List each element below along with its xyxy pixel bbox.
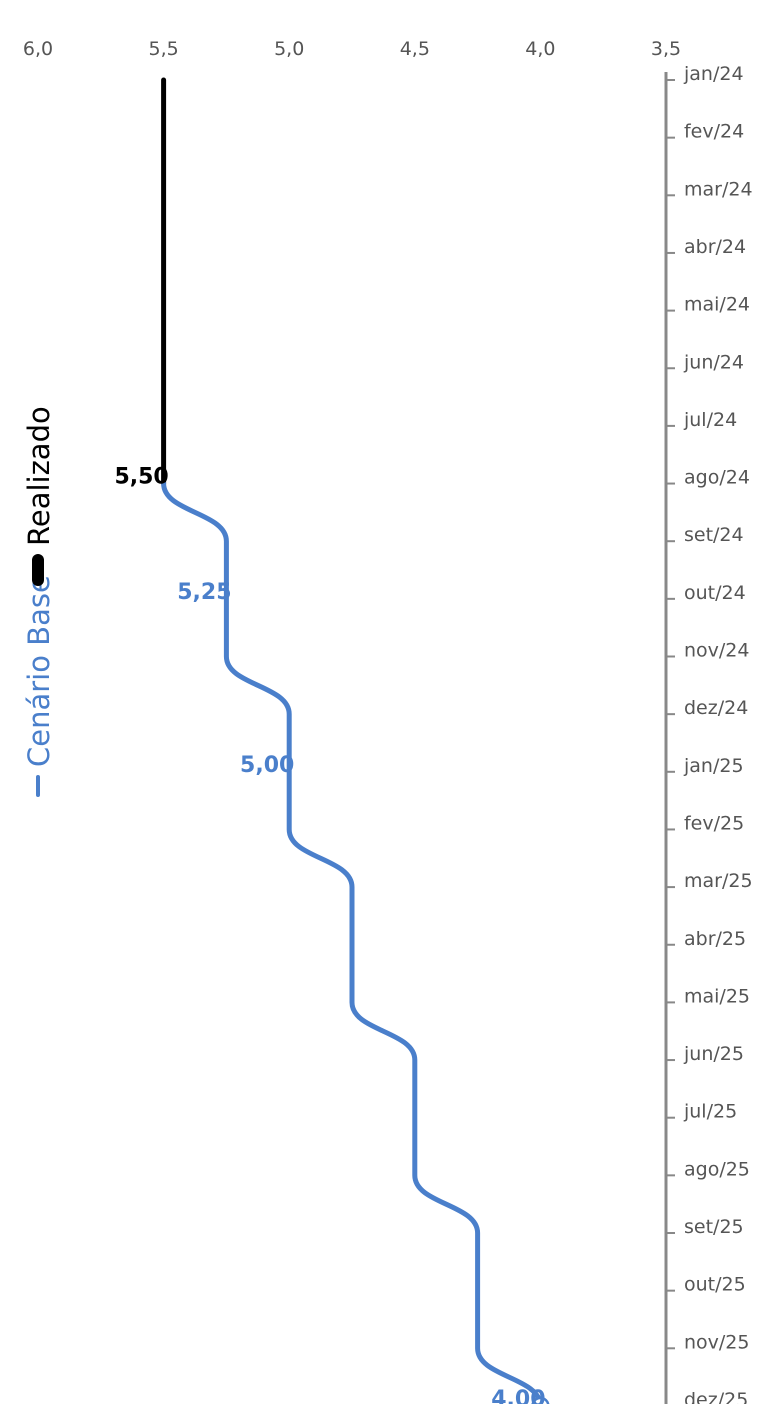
x-tick-label: dez/25 [684, 1389, 748, 1404]
x-tick-label: jul/25 [683, 1101, 737, 1123]
x-tick-label: nov/25 [684, 1331, 750, 1353]
y-tick-label: 5,0 [274, 38, 304, 60]
end-marker [531, 1396, 550, 1404]
x-tick-label: jan/25 [683, 755, 744, 777]
x-tick-label: ago/25 [684, 1158, 750, 1180]
x-tick-label: jun/25 [683, 1043, 744, 1065]
y-tick-label: 6,0 [23, 38, 53, 60]
data-label: 5,25 [177, 580, 231, 605]
series-line-cenario-base [161, 481, 543, 1404]
x-tick-label: jan/24 [683, 63, 744, 85]
x-tick-label: jul/24 [683, 409, 737, 431]
x-tick-label: abr/25 [684, 928, 746, 950]
data-labels: 5,50 5,25 5,00 4,00 [114, 465, 545, 1404]
x-tick-label: nov/24 [684, 640, 750, 662]
series-layer [161, 77, 550, 1404]
x-tick-label: set/25 [684, 1216, 744, 1238]
y-tick-label: 3,5 [651, 38, 681, 60]
y-tick-label: 5,5 [148, 38, 178, 60]
x-tick-label: mai/24 [684, 294, 750, 316]
x-tick-label: mar/24 [684, 178, 753, 200]
x-tick-label: mai/25 [684, 985, 750, 1007]
x-tick-label: out/25 [684, 1274, 746, 1296]
y-tick-label: 4,5 [400, 38, 430, 60]
x-tick-label: fev/24 [684, 121, 744, 143]
legend-label-realizado: Realizado [22, 406, 56, 546]
x-tick-label: dez/24 [684, 697, 748, 719]
legend-label-cenario-base: Cenário Base [22, 575, 56, 767]
data-label: 5,00 [240, 753, 294, 778]
rotated-chart: Cenário Base Realizado 6,0 5,5 5,0 4,5 4,0 3,5… [22, 38, 753, 1404]
x-tick-label: jun/24 [683, 351, 744, 373]
x-tick-label: abr/24 [684, 236, 746, 258]
x-tick-label: ago/24 [684, 467, 750, 489]
y-tick-label: 4,0 [525, 38, 555, 60]
data-label: 5,50 [114, 465, 168, 490]
x-tick-label: fev/25 [684, 812, 744, 834]
legend: Cenário Base Realizado [22, 406, 56, 797]
x-tick-label: out/24 [684, 582, 746, 604]
x-tick-label: set/24 [684, 524, 744, 546]
x-tick-label: mar/25 [684, 870, 753, 892]
data-label: 4,00 [491, 1387, 545, 1404]
